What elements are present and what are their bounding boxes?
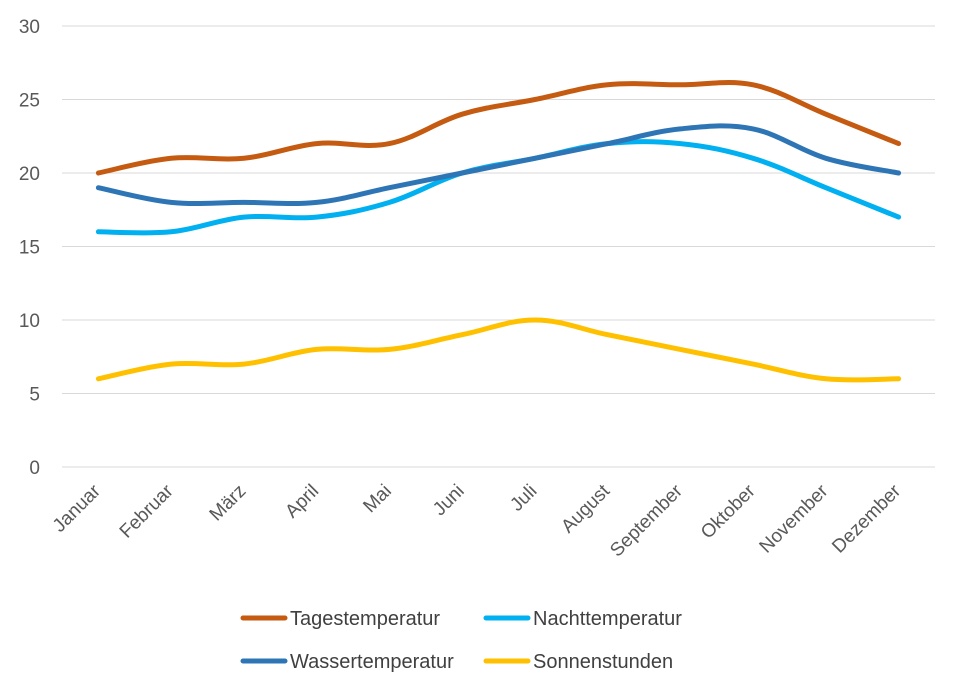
x-tick-label: September <box>606 480 687 561</box>
x-tick-label: Juni <box>429 481 468 520</box>
x-tick-label: März <box>206 481 251 526</box>
x-tick-label: April <box>281 481 323 523</box>
x-axis-ticks: Januar Februar März April Mai Juni Juli AugustS… <box>49 480 906 561</box>
legend-label: Sonnenstunden <box>533 651 673 673</box>
y-tick-label: 20 <box>19 164 40 185</box>
x-tick-label: August <box>557 480 614 537</box>
x-tick-label: Mai <box>359 481 396 518</box>
y-tick-label: 30 <box>19 17 40 38</box>
legend-label: Tagestemperatur <box>290 608 440 630</box>
y-tick-label: 25 <box>19 91 40 112</box>
x-tick-label: November <box>756 480 833 557</box>
y-tick-label: 15 <box>19 238 40 259</box>
x-tick-label: Oktober <box>697 480 760 543</box>
series-lines <box>95 79 902 383</box>
series-line-nachttemperatur <box>95 139 902 236</box>
series-line-wassertemperatur <box>95 123 902 207</box>
legend-label: Wassertemperatur <box>290 651 454 673</box>
x-tick-label: Januar <box>49 480 105 536</box>
y-tick-label: 0 <box>29 458 40 479</box>
y-axis-ticks: 0 5 10 15 20 25 30 <box>19 17 40 479</box>
y-tick-label: 5 <box>29 385 40 406</box>
y-tick-label: 10 <box>19 311 40 332</box>
gridlines <box>62 25 935 468</box>
x-tick-label: Dezember <box>828 480 905 557</box>
legend: Tagestemperatur Nachttemperatur Wassertemp… <box>240 608 682 673</box>
legend-label: Nachttemperatur <box>533 608 682 630</box>
series-line-sonnenstunden <box>95 317 902 383</box>
x-tick-label: Juli <box>506 481 541 516</box>
x-tick-label: Februar <box>116 480 178 542</box>
series-line-tagestemperatur <box>95 79 902 176</box>
